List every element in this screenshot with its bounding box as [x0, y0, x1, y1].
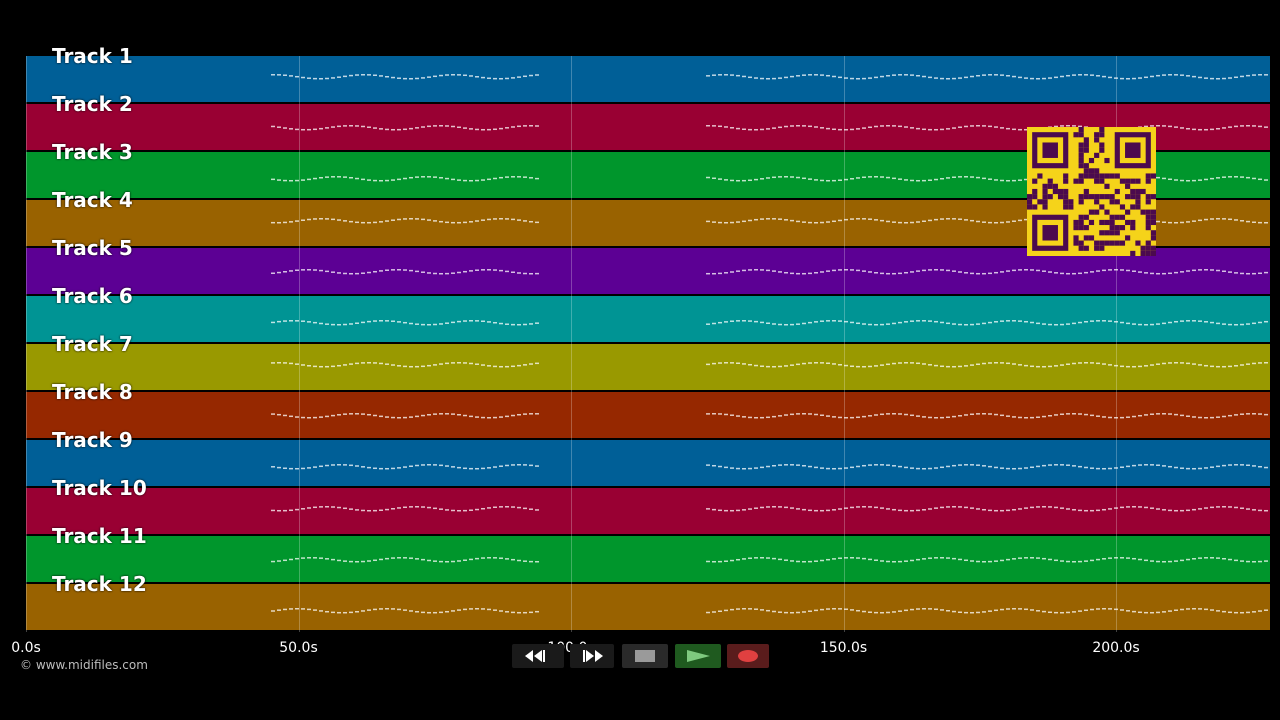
track-label: Track 10 [52, 476, 147, 500]
track-notes [271, 74, 1268, 80]
grid-line [26, 56, 27, 632]
axis-tick-label: 150.0s [819, 640, 868, 656]
axis-tick-label: 50.0s [279, 640, 318, 656]
axis-tick-label: 0.0s [11, 640, 41, 656]
track-label: Track 4 [52, 188, 133, 212]
track-lane[interactable] [26, 440, 1270, 486]
qr-code [1027, 127, 1156, 256]
track-label: Track 9 [52, 428, 133, 452]
axis-tick-label: 200.0s [1092, 640, 1140, 656]
track-lane[interactable] [26, 584, 1270, 630]
track-label: Track 11 [52, 524, 147, 548]
fast-forward-button[interactable] [570, 644, 614, 668]
play-button[interactable] [675, 644, 721, 668]
copyright-text: © www.midifiles.com [20, 658, 148, 672]
track-lane[interactable] [26, 56, 1270, 102]
track-notes [271, 608, 1268, 614]
track-label: Track 12 [52, 572, 147, 596]
track-label: Track 1 [52, 44, 133, 68]
grid-line [1116, 56, 1117, 632]
track-notes [271, 362, 1268, 368]
track-notes [271, 464, 1268, 470]
track-notes [271, 269, 1268, 275]
grid-line [571, 56, 572, 632]
track-notes [271, 506, 1268, 512]
track-label: Track 3 [52, 140, 133, 164]
track-lane[interactable] [26, 296, 1270, 342]
stop-button[interactable] [622, 644, 668, 668]
record-icon [738, 650, 758, 662]
track-label: Track 2 [52, 92, 133, 116]
play-icon [687, 650, 710, 662]
track-notes [271, 320, 1268, 326]
grid-line [843, 56, 845, 632]
track-notes [271, 125, 1268, 131]
track-label: Track 7 [52, 332, 133, 356]
fast-forward-icon [583, 650, 603, 662]
track-timeline[interactable] [26, 56, 1270, 632]
grid-line [298, 56, 300, 632]
track-notes [271, 557, 1268, 563]
track-notes [271, 413, 1268, 419]
track-label: Track 8 [52, 380, 133, 404]
record-button[interactable] [727, 644, 769, 668]
rewind-button[interactable] [512, 644, 564, 668]
track-lane[interactable] [26, 536, 1270, 582]
stop-icon [635, 650, 655, 662]
track-lane[interactable] [26, 392, 1270, 438]
track-label: Track 5 [52, 236, 133, 260]
rewind-icon [525, 650, 545, 662]
track-lane[interactable] [26, 488, 1270, 534]
track-label: Track 6 [52, 284, 133, 308]
track-lane[interactable] [26, 344, 1270, 390]
